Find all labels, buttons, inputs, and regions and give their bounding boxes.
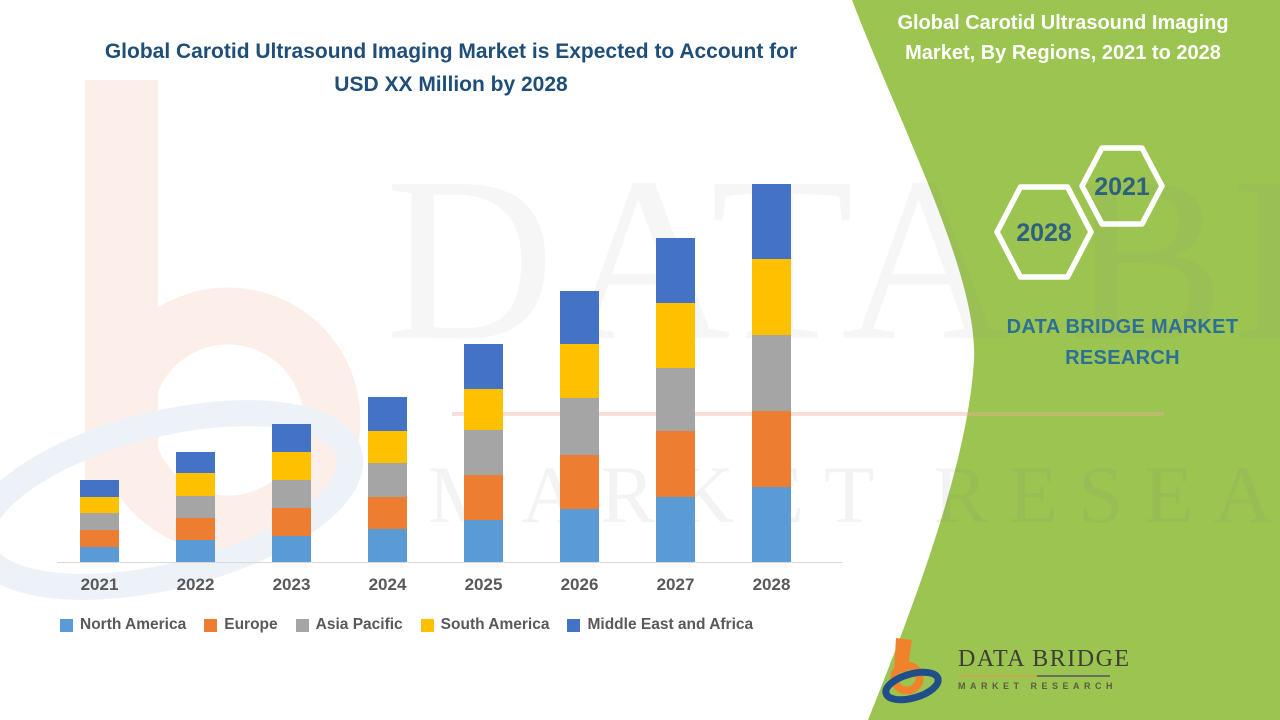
legend-item: Middle East and Africa	[567, 616, 753, 634]
bar-segment-2024	[368, 431, 407, 463]
stacked-bar-2025	[464, 344, 503, 562]
bar-segment-2027	[656, 368, 695, 431]
bar-segment-2022	[176, 540, 215, 562]
stacked-bar-2024	[368, 397, 407, 562]
bar-segment-2025	[464, 344, 503, 389]
legend-item: Asia Pacific	[295, 616, 403, 634]
bar-segment-2026	[560, 344, 599, 398]
legend-swatch	[60, 618, 73, 632]
legend-item: South America	[420, 616, 550, 634]
page-title-line2: USD XX Million by 2028	[334, 72, 568, 96]
x-axis-label-2026: 2026	[560, 575, 599, 594]
logo-watermark-left	[0, 80, 364, 600]
watermark-underline	[452, 412, 1164, 416]
bar-segment-2026	[560, 455, 599, 509]
legend-item: North America	[60, 616, 186, 634]
x-axis-label-2028: 2028	[752, 575, 791, 594]
bar-segment-2022	[176, 518, 215, 540]
x-axis-label-2024: 2024	[368, 575, 407, 594]
legend-label: Asia Pacific	[315, 616, 403, 633]
bar-segment-2023	[272, 452, 311, 480]
stacked-bar-2022	[176, 452, 215, 562]
bar-segment-2024	[368, 529, 407, 562]
bar-segment-2022	[176, 452, 215, 473]
bar-segment-2023	[272, 536, 311, 562]
hexagon-2028-label: 2028	[1016, 219, 1072, 247]
hexagon-2021	[1079, 145, 1165, 227]
bar-segment-2025	[464, 430, 503, 475]
footer-logo-divider	[958, 675, 1110, 677]
legend-item: Europe	[204, 616, 278, 634]
bar-segment-2027	[656, 497, 695, 562]
stacked-bar-2028	[752, 184, 791, 562]
bar-segment-2024	[368, 463, 407, 497]
legend-swatch	[567, 618, 581, 632]
bar-segment-2025	[464, 520, 503, 562]
side-panel-heading-line1: Global Carotid Ultrasound Imaging	[897, 12, 1229, 34]
x-axis-label-2022: 2022	[176, 575, 215, 594]
panel-brand-text: DATA BRIDGE MARKET RESEARCH	[1006, 316, 1239, 369]
bar-segment-2028	[752, 335, 791, 411]
side-panel-heading: Global Carotid Ultrasound Imaging Market…	[860, 8, 1266, 69]
bar-segment-2026	[560, 398, 599, 455]
bar-segment-2028	[752, 487, 791, 562]
bar-segment-2021	[80, 530, 119, 547]
bar-segment-2028	[752, 411, 791, 487]
page-title-line1: Global Carotid Ultrasound Imaging Market…	[104, 40, 798, 63]
legend-label: Europe	[224, 616, 278, 633]
bar-segment-2023	[272, 480, 311, 508]
x-axis-label-2021: 2021	[80, 575, 119, 594]
footer-logo-brand: DATA BRIDGE	[958, 646, 1131, 672]
bar-segment-2028	[752, 259, 791, 335]
bar-segment-2027	[656, 238, 695, 303]
bar-segment-2026	[560, 509, 599, 562]
bar-segment-2024	[368, 497, 407, 529]
bar-segment-2022	[176, 473, 215, 496]
bar-segment-2027	[656, 303, 695, 368]
bar-segment-2026	[560, 291, 599, 344]
x-axis-label-2023: 2023	[272, 575, 311, 594]
x-axis-line	[57, 562, 843, 563]
data-bridge-logo-icon	[882, 638, 942, 704]
legend-label: North America	[80, 616, 187, 633]
bar-segment-2027	[656, 431, 695, 497]
hexagon-2028	[994, 184, 1094, 280]
legend-swatch	[295, 618, 309, 632]
footer-logo-tagline: MARKET RESEARCH	[958, 681, 1118, 691]
bar-segment-2021	[80, 513, 119, 530]
hexagon-2021-label: 2021	[1094, 173, 1150, 201]
bar-segment-2025	[464, 389, 503, 430]
chart-legend: North America Europe Asia Pacific South Ame…	[60, 616, 753, 634]
stacked-bar-2021	[80, 480, 119, 562]
bar-segment-2024	[368, 397, 407, 431]
bar-segment-2021	[80, 497, 119, 513]
legend-swatch	[420, 618, 434, 632]
x-axis-label-2027: 2027	[656, 575, 695, 594]
bar-segment-2021	[80, 480, 119, 497]
x-axis-label-2025: 2025	[464, 575, 503, 594]
bar-segment-2023	[272, 508, 311, 536]
legend-label: Middle East and Africa	[587, 616, 754, 633]
stacked-bar-2026	[560, 291, 599, 562]
bar-segment-2028	[752, 184, 791, 259]
legend-label: South America	[440, 616, 550, 633]
bar-segment-2023	[272, 424, 311, 452]
bar-segment-2022	[176, 496, 215, 518]
bar-segment-2021	[80, 547, 119, 562]
hexagon-year-badges: 2021 2028	[994, 145, 1165, 280]
legend-swatch	[204, 618, 218, 632]
page-title: Global Carotid Ultrasound Imaging Market…	[70, 36, 832, 101]
footer-logo: DATA BRIDGE MARKET RESEARCH	[882, 636, 1131, 710]
stacked-bar-2027	[656, 238, 695, 562]
bar-segment-2025	[464, 475, 503, 520]
side-panel-heading-line2: Market, By Regions, 2021 to 2028	[905, 42, 1221, 65]
stacked-bar-2023	[272, 424, 311, 562]
